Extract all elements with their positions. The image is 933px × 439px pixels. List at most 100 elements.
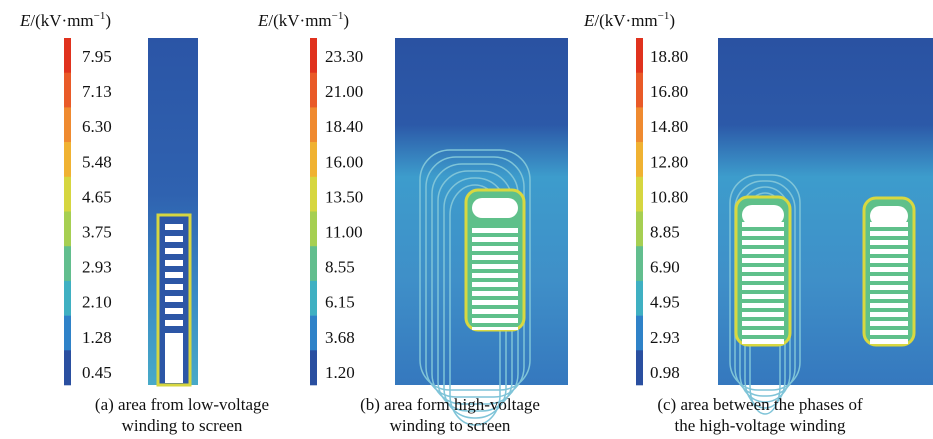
colorbar-segment: [310, 280, 317, 316]
colorbar-tick-label: 6.90: [650, 258, 680, 277]
colorbar-segment: [310, 107, 317, 143]
colorbar-tick-label: 10.80: [650, 187, 688, 206]
label-part: ): [105, 11, 111, 30]
colorbar-segment: [636, 211, 643, 247]
winding-turn: [472, 228, 518, 233]
winding-turn: [472, 291, 518, 296]
colorbar-tick-label: 16.80: [650, 82, 688, 101]
colorbar-segment: [636, 38, 643, 73]
colorbar-tick-label: 2.93: [82, 258, 112, 277]
colorbar-segment: [64, 350, 71, 386]
colorbar-tick-label: 4.65: [82, 187, 112, 206]
winding-cap: [472, 198, 518, 218]
colorbar-label: E/(kV·mm−1): [583, 10, 675, 30]
colorbar-tick-label: 18.80: [650, 47, 688, 66]
colorbar-segment: [310, 72, 317, 108]
winding-turn: [165, 224, 183, 230]
colorbar-segment: [64, 280, 71, 316]
winding-turn: [165, 333, 183, 383]
colorbar-tick-label: 13.50: [325, 187, 363, 206]
colorbar-segment: [64, 38, 71, 73]
winding-turn: [472, 237, 518, 242]
equipotential: [729, 174, 801, 391]
caption: winding to screen: [390, 416, 511, 435]
colorbar-tick-label: 23.30: [325, 47, 363, 66]
caption: (b) area form high-voltage: [360, 395, 540, 414]
winding-turn: [742, 249, 784, 254]
colorbar-segment: [636, 176, 643, 212]
colorbar-tick-label: 21.00: [325, 82, 363, 101]
caption: winding to screen: [122, 416, 243, 435]
winding-turn: [870, 321, 908, 326]
colorbar-tick-label: 7.95: [82, 47, 112, 66]
colorbar-segment: [64, 315, 71, 351]
colorbar-segment: [64, 72, 71, 108]
winding-turn: [870, 285, 908, 290]
label-part: /(kV·mm: [268, 11, 331, 30]
colorbar-segment: [310, 211, 317, 247]
winding-turn: [165, 248, 183, 254]
winding-cap: [742, 205, 784, 225]
colorbar-tick-label: 2.10: [82, 293, 112, 312]
colorbar-label: E/(kV·mm−1): [257, 10, 349, 30]
colorbar-tick-label: 5.48: [82, 152, 112, 171]
winding-turn: [165, 296, 183, 302]
label-part: E: [19, 11, 31, 30]
colorbar-tick-label: 14.80: [650, 117, 688, 136]
winding-turn: [870, 222, 908, 227]
colorbar-segment: [636, 107, 643, 143]
winding-cap: [870, 206, 908, 226]
winding-turn: [742, 276, 784, 281]
colorbar-tick-label: 3.68: [325, 328, 355, 347]
colorbar-tick-label: 18.40: [325, 117, 363, 136]
colorbar-tick-label: 8.55: [325, 258, 355, 277]
colorbar-tick-label: 1.20: [325, 363, 355, 382]
colorbar-tick-label: 6.30: [82, 117, 112, 136]
winding-turn: [742, 231, 784, 236]
winding-turn: [742, 312, 784, 317]
winding-turn: [472, 255, 518, 260]
winding-turn: [870, 267, 908, 272]
colorbar-segment: [310, 176, 317, 212]
winding-turn: [165, 272, 183, 278]
winding-turn: [742, 267, 784, 272]
label-part: −1: [658, 10, 670, 22]
label-part: E: [583, 11, 595, 30]
winding-turn: [472, 246, 518, 251]
winding-turn: [870, 249, 908, 254]
colorbar-segment: [64, 107, 71, 143]
label-part: /(kV·mm: [594, 11, 657, 30]
colorbar-tick-label: 8.85: [650, 223, 680, 242]
colorbar-tick-label: 1.28: [82, 328, 112, 347]
winding-turn: [165, 284, 183, 290]
winding-turn: [870, 312, 908, 317]
colorbar-tick-label: 6.15: [325, 293, 355, 312]
colorbar-segment: [310, 350, 317, 386]
colorbar-segment: [636, 246, 643, 282]
colorbar-segment: [310, 38, 317, 73]
winding-turn: [870, 330, 908, 335]
winding-turn: [870, 240, 908, 245]
colorbar-segment: [64, 142, 71, 178]
colorbar-tick-label: 16.00: [325, 152, 363, 171]
winding-turn: [742, 321, 784, 326]
colorbar-segment: [636, 350, 643, 386]
colorbar-tick-label: 0.98: [650, 363, 680, 382]
winding-turn: [165, 308, 183, 314]
winding-turn: [472, 309, 518, 314]
colorbar-tick-label: 4.95: [650, 293, 680, 312]
colorbar-segment: [636, 315, 643, 351]
colorbar-tick-label: 2.93: [650, 328, 680, 347]
colorbar-segment: [636, 280, 643, 316]
colorbar-segment: [310, 246, 317, 282]
winding-turn: [472, 300, 518, 305]
colorbar-tick-label: 7.13: [82, 82, 112, 101]
winding-turn: [742, 240, 784, 245]
colorbar-segment: [64, 211, 71, 247]
winding-turn: [742, 339, 784, 344]
colorbar-segment: [64, 176, 71, 212]
winding-turn: [472, 273, 518, 278]
label-part: ): [343, 11, 349, 30]
label-part: −1: [94, 10, 106, 22]
